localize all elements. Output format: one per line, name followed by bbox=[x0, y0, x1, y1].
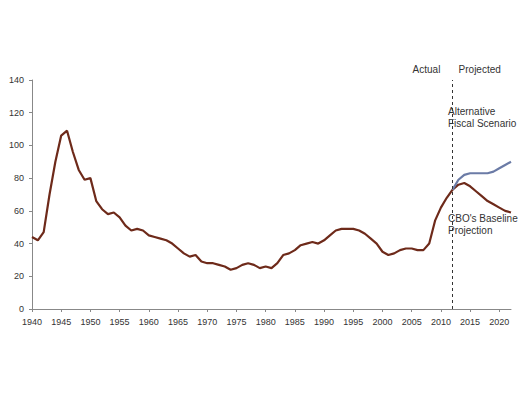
svg-text:Fiscal Scenario: Fiscal Scenario bbox=[448, 118, 517, 129]
svg-text:2020: 2020 bbox=[489, 317, 509, 327]
svg-text:1960: 1960 bbox=[139, 317, 159, 327]
svg-text:1975: 1975 bbox=[226, 317, 246, 327]
svg-text:CBO's Baseline: CBO's Baseline bbox=[448, 213, 521, 224]
svg-text:Projected: Projected bbox=[459, 64, 501, 75]
svg-text:1970: 1970 bbox=[197, 317, 217, 327]
svg-text:2005: 2005 bbox=[402, 317, 422, 327]
svg-text:1990: 1990 bbox=[314, 317, 334, 327]
svg-text:1965: 1965 bbox=[168, 317, 188, 327]
svg-text:Alternative: Alternative bbox=[448, 106, 498, 117]
svg-text:2010: 2010 bbox=[431, 317, 451, 327]
svg-text:140: 140 bbox=[9, 75, 24, 85]
svg-text:1940: 1940 bbox=[22, 317, 42, 327]
svg-text:2000: 2000 bbox=[372, 317, 392, 327]
svg-text:60: 60 bbox=[14, 206, 24, 216]
svg-text:80: 80 bbox=[14, 173, 24, 183]
svg-text:Actual: Actual bbox=[413, 64, 441, 75]
svg-text:Projection: Projection bbox=[448, 225, 492, 236]
svg-text:1985: 1985 bbox=[285, 317, 305, 327]
svg-text:120: 120 bbox=[9, 108, 24, 118]
svg-text:1980: 1980 bbox=[256, 317, 276, 327]
svg-text:100: 100 bbox=[9, 140, 24, 150]
svg-text:2015: 2015 bbox=[460, 317, 480, 327]
svg-text:1955: 1955 bbox=[110, 317, 130, 327]
svg-text:1950: 1950 bbox=[80, 317, 100, 327]
svg-text:1995: 1995 bbox=[343, 317, 363, 327]
svg-text:1945: 1945 bbox=[51, 317, 71, 327]
svg-text:0: 0 bbox=[19, 304, 24, 314]
svg-text:20: 20 bbox=[14, 271, 24, 281]
svg-text:40: 40 bbox=[14, 239, 24, 249]
